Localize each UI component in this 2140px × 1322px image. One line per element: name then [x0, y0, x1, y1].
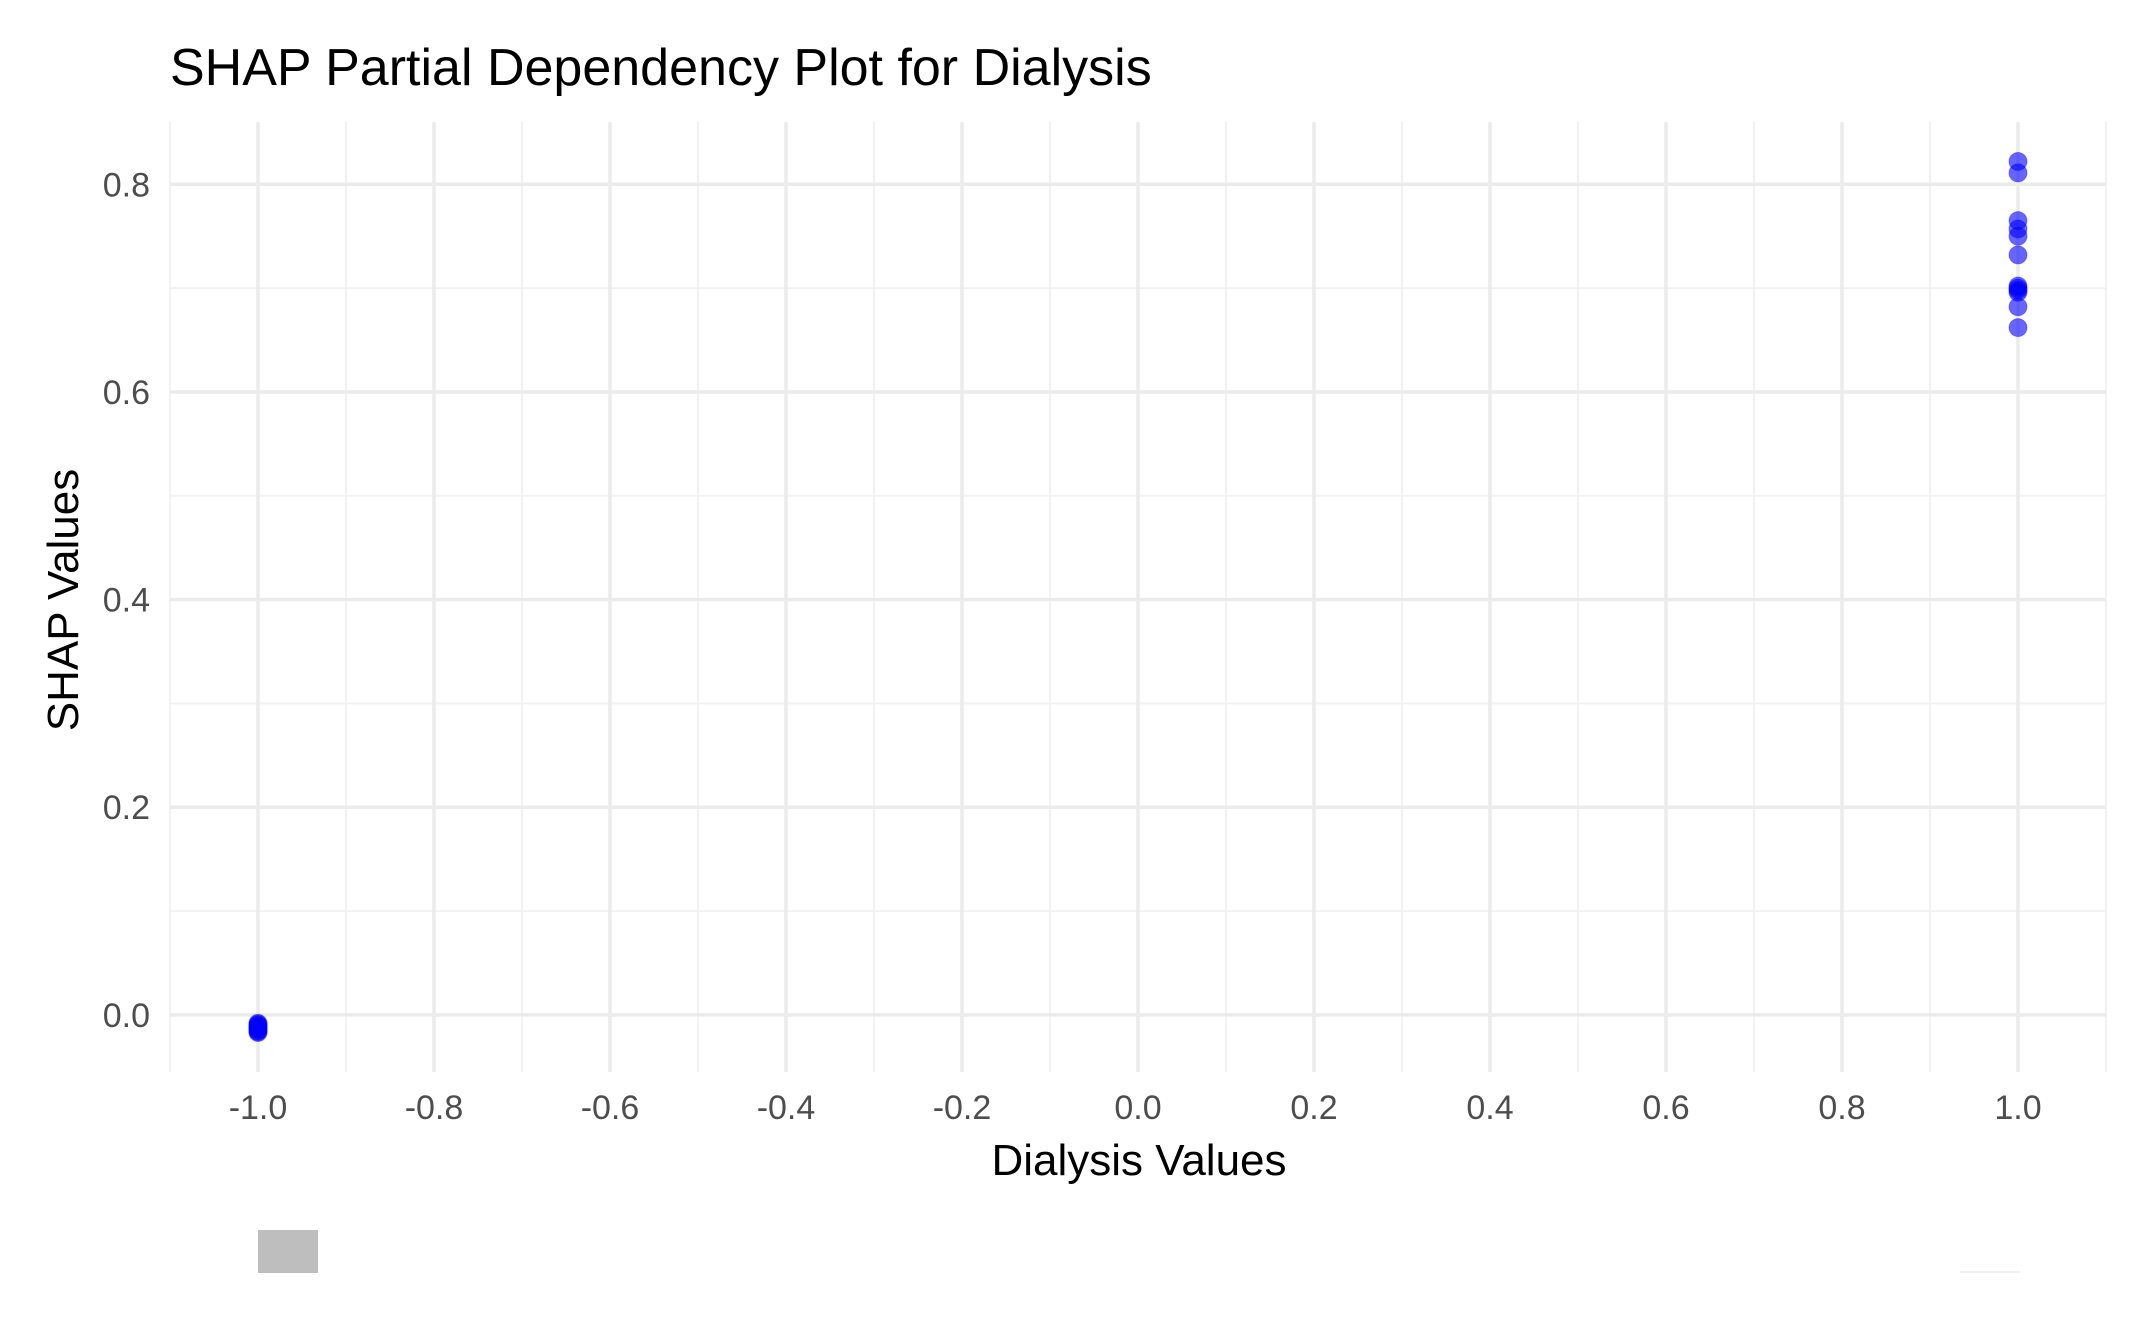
x-tick-label: -0.2 — [933, 1089, 992, 1127]
y-tick-label: 0.6 — [103, 374, 150, 412]
x-tick-label: -0.8 — [405, 1089, 464, 1127]
x-tick-label: 0.4 — [1466, 1089, 1513, 1127]
data-points — [248, 151, 2028, 1043]
x-tick-label: 0.6 — [1642, 1089, 1689, 1127]
scatter-point — [2008, 245, 2028, 265]
x-axis-title: Dialysis Values — [991, 1136, 1286, 1185]
scatter-point — [2008, 297, 2028, 317]
major-gridlines — [170, 122, 2106, 1072]
chart-title: SHAP Partial Dependency Plot for Dialysi… — [170, 39, 1152, 97]
scatter-point — [2008, 226, 2028, 246]
legend-swatch-artifact — [258, 1230, 318, 1273]
x-tick-label: 1.0 — [1994, 1089, 2041, 1127]
x-tick-label: 0.2 — [1290, 1089, 1337, 1127]
x-tick-label: 0.0 — [1114, 1089, 1161, 1127]
y-axis-title: SHAP Values — [39, 469, 88, 732]
x-tick-label: -1.0 — [229, 1089, 288, 1127]
y-tick-label: 0.4 — [103, 582, 150, 620]
y-tick-label: 0.0 — [103, 997, 150, 1035]
y-tick-label: 0.2 — [103, 789, 150, 827]
scatter-point — [2008, 163, 2028, 183]
y-axis-tick-labels: 0.0 0.2 0.4 0.6 0.8 — [103, 166, 150, 1035]
x-axis-tick-labels: -1.0 -0.8 -0.6 -0.4 -0.2 0.0 0.2 0.4 0.6 0.8 1.0 — [229, 1089, 2042, 1127]
scatter-point — [248, 1014, 268, 1034]
x-tick-label: -0.6 — [581, 1089, 640, 1127]
scatter-point — [2008, 318, 2028, 338]
y-tick-label: 0.8 — [103, 166, 150, 204]
x-tick-label: 0.8 — [1818, 1089, 1865, 1127]
x-tick-label: -0.4 — [757, 1089, 816, 1127]
